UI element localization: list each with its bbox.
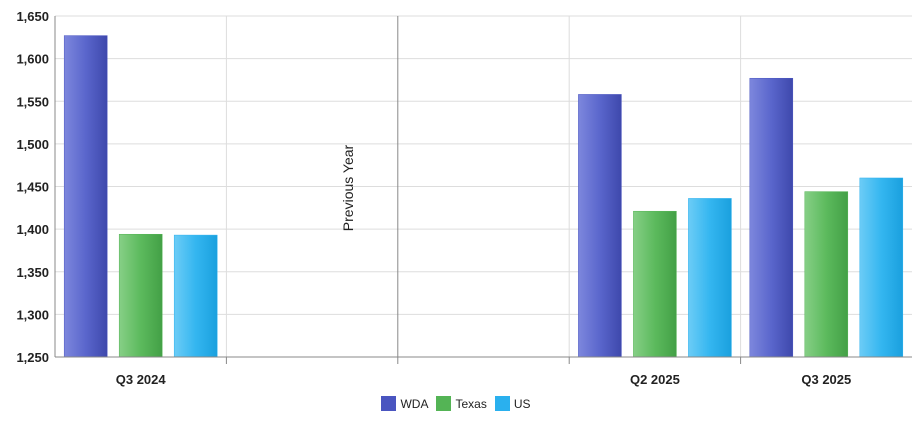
bar-wda-q3-2025 — [749, 77, 794, 358]
y-tick-label: 1,550 — [16, 94, 49, 109]
y-tick-label: 1,600 — [16, 52, 49, 67]
legend-swatch — [381, 396, 397, 411]
bar-texas-q3-2024 — [118, 233, 163, 358]
bar-texas-q3-2025 — [804, 191, 849, 358]
legend: WDA Texas US — [0, 396, 912, 411]
legend-item-wda: WDA — [381, 396, 428, 411]
y-tick-label: 1,350 — [16, 265, 49, 280]
x-category-label: Q3 2024 — [116, 372, 167, 387]
y-tick-label: 1,300 — [16, 307, 49, 322]
axes: 1,250 1,300 1,350 1,400 1,450 1,500 1,550 1,600… — [16, 9, 912, 387]
y-tick-label: 1,400 — [16, 222, 49, 237]
legend-item-texas: Texas — [436, 396, 487, 411]
bar-us-q2-2025 — [688, 198, 732, 358]
legend-label: Texas — [455, 396, 487, 411]
bars — [63, 35, 904, 358]
y-tick-label: 1,250 — [16, 350, 49, 365]
y-tick-label: 1,500 — [16, 137, 49, 152]
bar-wda-q2-2025 — [578, 94, 622, 358]
legend-swatch — [494, 396, 510, 411]
x-category-label: Q2 2025 — [630, 372, 680, 387]
y-tick-label: 1,650 — [16, 9, 49, 24]
bar-texas-q2-2025 — [633, 210, 677, 358]
bar-wda-q3-2024 — [63, 35, 108, 358]
previous-year-annotation: Previous Year — [340, 144, 356, 231]
legend-item-us: US — [494, 396, 531, 411]
y-tick-label: 1,450 — [16, 180, 49, 195]
legend-swatch — [436, 396, 452, 411]
legend-label: WDA — [400, 396, 429, 411]
bar-us-q3-2024 — [173, 234, 218, 358]
bar-us-q3-2025 — [859, 177, 904, 358]
legend-label: US — [513, 396, 531, 411]
x-category-label: Q3 2025 — [801, 372, 851, 387]
